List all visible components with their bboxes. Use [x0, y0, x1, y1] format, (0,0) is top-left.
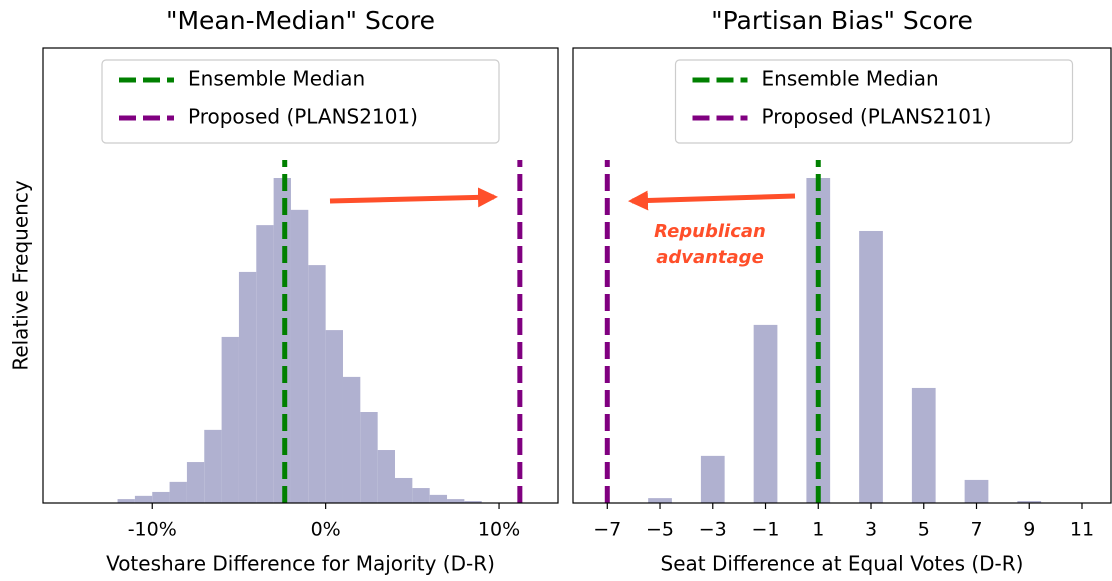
arrow	[628, 190, 796, 211]
arrow	[329, 187, 498, 208]
bar	[152, 491, 170, 503]
panel: "Mean-Median" Score Voteshare Difference …	[9, 6, 559, 576]
x-tick-label: −1	[752, 519, 780, 541]
bar	[753, 324, 778, 503]
bar	[806, 178, 831, 503]
bar	[186, 462, 205, 503]
bar	[360, 412, 378, 503]
bar	[395, 477, 413, 503]
x-tick-label: −7	[593, 519, 621, 541]
x-tick-label: 7	[970, 519, 982, 541]
bar	[1017, 501, 1042, 503]
legend-label: Proposed (PLANS2101)	[762, 105, 992, 129]
legend-box	[101, 59, 500, 144]
bar	[447, 499, 465, 503]
x-axis-label: Voteshare Difference for Majority (D-R)	[106, 552, 495, 576]
x-tick-label: 0%	[311, 519, 341, 541]
chart-title: "Mean-Median" Score	[166, 6, 435, 35]
bar	[648, 498, 672, 503]
legend-box	[674, 59, 1074, 144]
bar	[134, 495, 153, 503]
annotation: advantage	[656, 247, 764, 268]
legend-label: Ensemble Median	[188, 67, 365, 91]
bar	[964, 479, 989, 503]
x-tick-label: 3	[865, 519, 877, 541]
bar	[412, 488, 430, 503]
bar	[464, 501, 482, 503]
x-tick-label: −5	[646, 519, 674, 541]
bar	[911, 387, 936, 503]
bar	[117, 499, 135, 503]
chart-title: "Partisan Bias" Score	[711, 6, 973, 35]
legend-label: Proposed (PLANS2101)	[188, 105, 418, 129]
bar	[859, 230, 883, 503]
bar	[221, 336, 239, 503]
x-tick-label: 9	[1023, 519, 1035, 541]
bar	[429, 494, 448, 503]
x-tick-label: 10%	[478, 519, 520, 541]
bar	[238, 271, 257, 503]
x-axis-label: Seat Difference at Equal Votes (D-R)	[661, 552, 1024, 576]
bar	[256, 225, 274, 503]
bar	[169, 481, 187, 503]
x-tick-label: -10%	[128, 519, 177, 541]
bar	[290, 209, 309, 503]
plot-frame	[572, 47, 1112, 504]
x-tick-label: 5	[918, 519, 930, 541]
bar	[204, 429, 222, 503]
plot-frame	[42, 47, 559, 504]
bar	[377, 450, 396, 503]
x-tick-label: 1	[812, 519, 824, 541]
panel: "Partisan Bias" Score Seat Difference at …	[572, 6, 1112, 576]
bar	[308, 265, 326, 503]
x-tick-label: 11	[1070, 519, 1094, 541]
y-axis-label: Relative Frequency	[9, 180, 33, 370]
bar	[325, 330, 343, 503]
annotation: Republican	[654, 221, 766, 242]
bar	[700, 455, 725, 503]
bar	[342, 376, 361, 503]
legend-label: Ensemble Median	[762, 67, 939, 91]
x-tick-label: −3	[699, 519, 727, 541]
